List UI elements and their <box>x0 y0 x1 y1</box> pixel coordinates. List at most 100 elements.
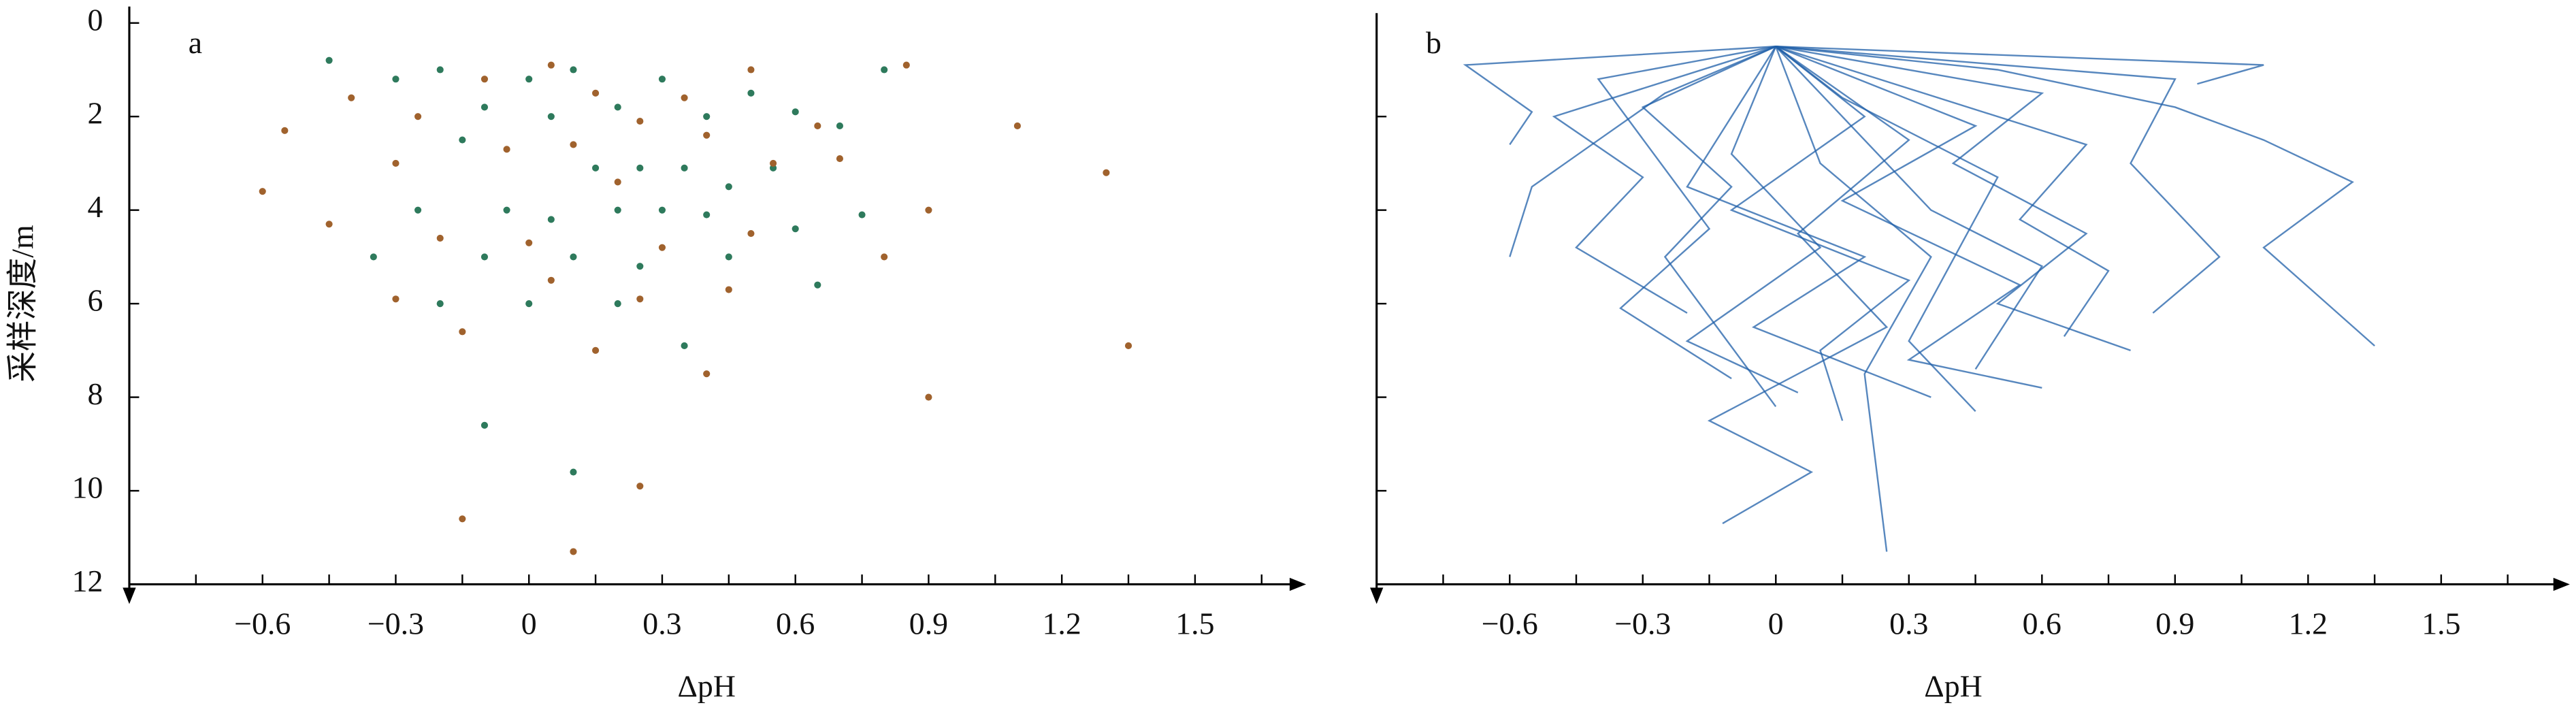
point <box>636 263 644 270</box>
point <box>636 483 644 490</box>
point <box>370 253 377 261</box>
point <box>636 118 644 125</box>
point <box>814 122 821 130</box>
panel-label: a <box>189 25 202 60</box>
profile-line <box>1707 46 1910 525</box>
point <box>636 164 644 172</box>
x-tick-label: −0.6 <box>234 606 291 641</box>
point <box>792 225 799 233</box>
profile-line <box>1776 46 2264 85</box>
point <box>703 211 711 218</box>
point <box>814 281 821 289</box>
point <box>570 548 577 555</box>
point <box>836 122 843 130</box>
x-axis-arrow <box>2553 577 2570 591</box>
point <box>547 61 555 69</box>
point <box>592 164 600 172</box>
profile-line <box>1775 46 2044 370</box>
point <box>525 76 533 83</box>
point <box>414 113 422 120</box>
x-tick-label: 0.6 <box>2023 606 2061 641</box>
point <box>792 108 799 116</box>
point <box>681 164 688 172</box>
point <box>614 300 621 308</box>
point <box>725 286 732 293</box>
point <box>414 206 422 214</box>
profile-line <box>1641 46 1777 408</box>
x-tick-label: 1.5 <box>1175 606 1214 641</box>
point <box>925 206 932 214</box>
point <box>1103 169 1110 176</box>
point <box>747 229 755 238</box>
point <box>480 103 489 111</box>
point <box>547 216 555 223</box>
profile-line <box>1597 46 1776 380</box>
point <box>480 76 489 83</box>
point <box>348 94 355 101</box>
profile-line <box>1463 46 1776 146</box>
y-tick-label: 10 <box>72 470 103 505</box>
point <box>503 146 510 153</box>
x-tick-label: 1.5 <box>2422 606 2460 641</box>
x-axis-title: ΔpH <box>677 668 735 703</box>
point <box>858 211 866 218</box>
point <box>459 136 466 144</box>
point <box>658 206 666 214</box>
x-tick-label: 0.6 <box>776 606 815 641</box>
y-axis-arrow <box>123 587 136 604</box>
point <box>925 393 932 401</box>
x-tick-label: 0.9 <box>909 606 948 641</box>
point <box>570 253 577 261</box>
point <box>592 89 600 97</box>
point <box>436 300 444 308</box>
panel-label: b <box>1426 25 1441 60</box>
point <box>614 178 621 186</box>
point <box>325 221 333 228</box>
point <box>703 113 711 120</box>
x-axis-arrow <box>1289 577 1307 591</box>
y-tick-label: 0 <box>87 2 103 37</box>
profile-line <box>1776 46 2221 314</box>
point <box>392 76 400 83</box>
point <box>480 253 489 261</box>
point <box>436 234 444 242</box>
point <box>614 206 621 214</box>
point <box>547 113 555 120</box>
point <box>902 61 910 69</box>
profile-line <box>1775 46 1999 412</box>
y-tick-label: 4 <box>87 189 103 224</box>
point <box>325 56 333 64</box>
point <box>570 66 577 74</box>
x-axis-title: ΔpH <box>1924 668 1982 703</box>
x-tick-label: 1.2 <box>2289 606 2328 641</box>
point <box>592 346 600 354</box>
profile-line <box>1775 46 2131 351</box>
point <box>881 253 888 261</box>
x-tick-label: 1.2 <box>1043 606 1081 641</box>
point <box>614 103 621 111</box>
point <box>747 66 755 74</box>
y-tick-label: 12 <box>72 564 103 598</box>
point <box>1013 122 1021 130</box>
point <box>747 89 755 97</box>
x-tick-label: 0 <box>521 606 537 641</box>
point <box>480 421 489 429</box>
profile-line <box>1775 46 2042 389</box>
point <box>547 276 555 284</box>
profile-line <box>1776 46 2375 347</box>
point <box>570 141 577 148</box>
x-tick-label: 0 <box>1768 606 1784 641</box>
x-tick-label: 0.3 <box>1889 606 1928 641</box>
point <box>681 94 688 101</box>
point <box>725 253 732 261</box>
point <box>1124 342 1132 350</box>
point <box>658 244 666 251</box>
point <box>703 131 711 139</box>
point <box>681 342 688 350</box>
point <box>525 300 533 308</box>
y-axis-arrow <box>1370 587 1384 604</box>
profile-line <box>1509 46 1776 257</box>
point <box>392 295 400 303</box>
x-tick-label: −0.3 <box>368 606 424 641</box>
